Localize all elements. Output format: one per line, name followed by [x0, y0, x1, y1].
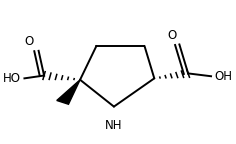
Polygon shape [57, 80, 80, 104]
Text: HO: HO [3, 72, 21, 85]
Text: NH: NH [105, 119, 123, 132]
Text: OH: OH [214, 70, 232, 83]
Text: O: O [24, 35, 34, 48]
Text: O: O [167, 30, 176, 42]
